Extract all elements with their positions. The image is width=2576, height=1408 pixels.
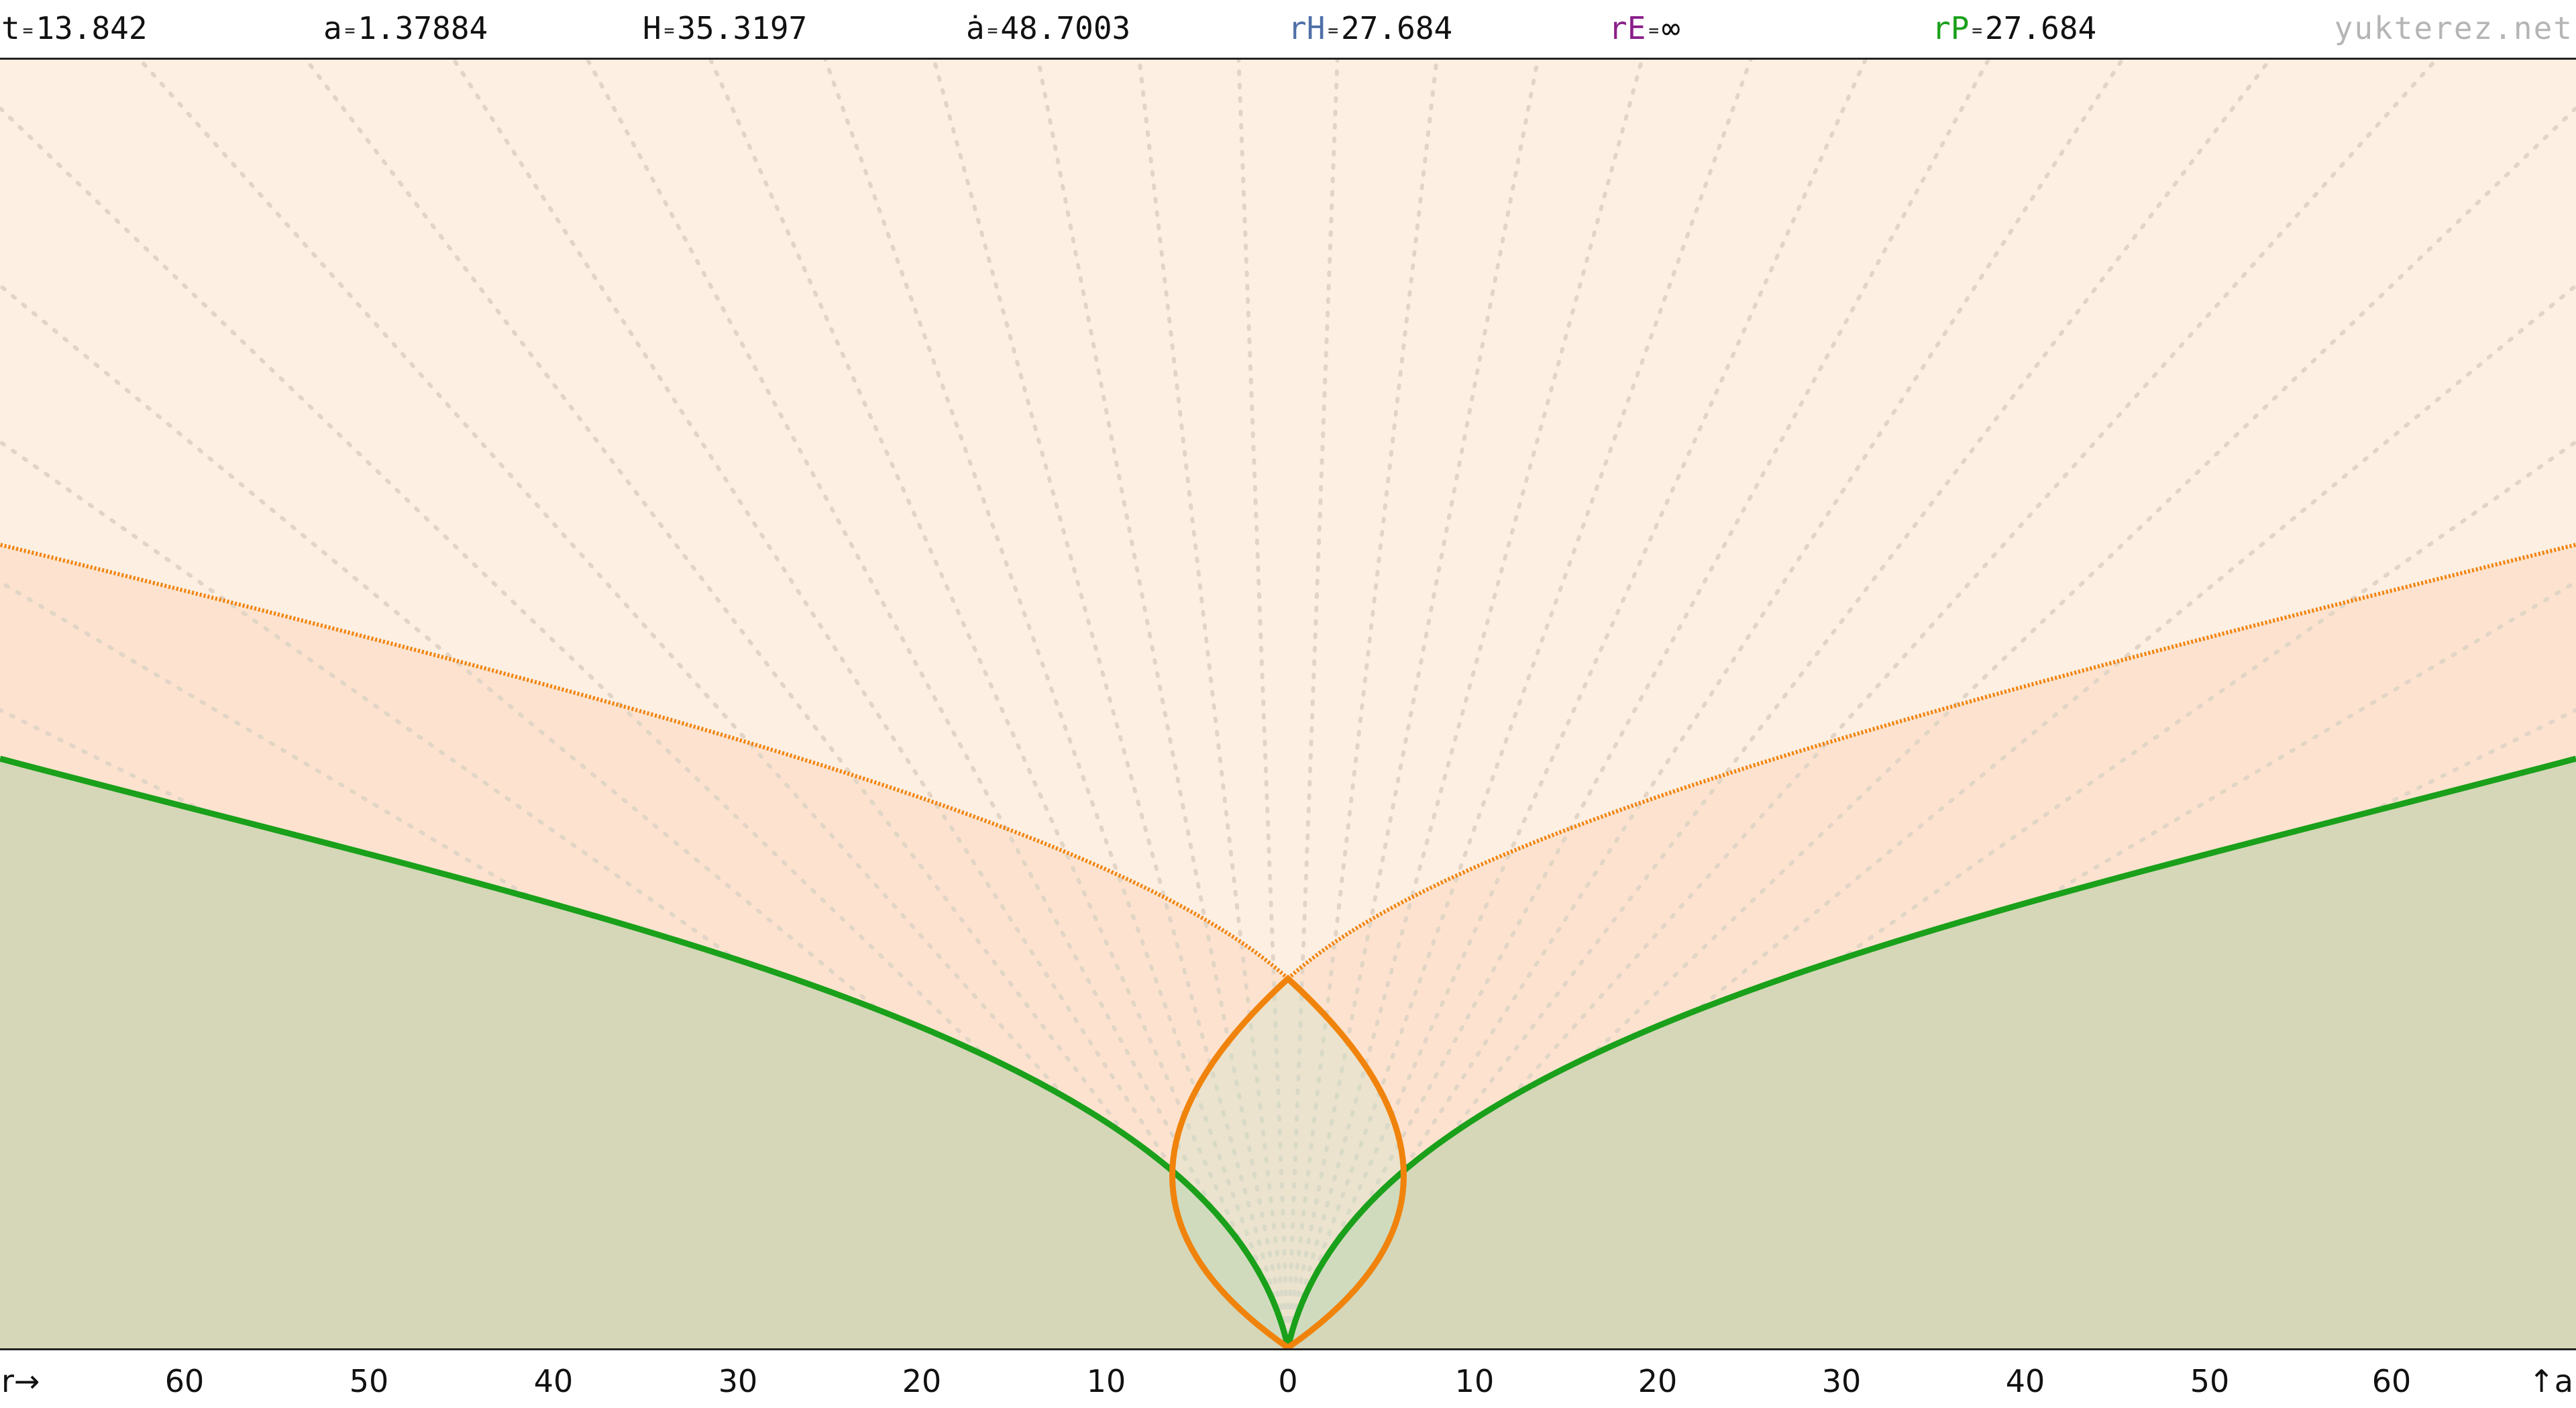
- scale-factor-readout: a =1.37884: [323, 8, 488, 51]
- time-value: 13.842: [36, 10, 148, 46]
- tick-label: 50: [349, 1363, 389, 1399]
- hubble-readout: H =35.3197: [643, 8, 807, 51]
- equals-sign: =: [663, 20, 675, 41]
- worldline: [1036, 60, 1290, 1348]
- equals-sign: =: [22, 20, 34, 41]
- tick-label: 40: [533, 1363, 574, 1399]
- hubble-radius-symbol: rH: [1288, 10, 1326, 46]
- worldline: [585, 60, 1290, 1348]
- worldline: [1236, 60, 1290, 1348]
- worldline: [823, 60, 1290, 1348]
- tick-label: 20: [1638, 1363, 1678, 1399]
- worldline: [451, 60, 1290, 1348]
- worldline: [1286, 60, 1991, 1348]
- worldline: [303, 60, 1290, 1348]
- time-symbol: t: [1, 10, 20, 46]
- worldline: [1286, 105, 2576, 1348]
- worldline: [1286, 60, 1439, 1348]
- worldline: [1286, 60, 1753, 1348]
- tick-label: 10: [1454, 1363, 1495, 1399]
- hubble-symbol: H: [643, 10, 661, 46]
- worldline: [0, 105, 1290, 1348]
- tick-label: 60: [2371, 1363, 2412, 1399]
- expansion-rate-value: 48.7003: [1000, 10, 1131, 46]
- tick-label: 30: [718, 1363, 758, 1399]
- equals-sign: =: [1972, 20, 1983, 41]
- worldline: [708, 60, 1290, 1348]
- particle-horizon-symbol: rP: [1932, 10, 1970, 46]
- future-lightcone-dotted-curve: [0, 543, 2576, 981]
- tick-label: 10: [1086, 1363, 1126, 1399]
- past-lightcone-curve: [1169, 974, 1407, 1348]
- time-readout: t =13.842: [1, 8, 148, 51]
- equals-sign: =: [1648, 20, 1660, 41]
- scale-factor-symbol: a: [323, 10, 342, 46]
- r-axis-label: r→: [1, 1363, 40, 1399]
- particle-horizon-readout: rP =27.684: [1932, 8, 2096, 51]
- equals-sign: =: [344, 20, 356, 41]
- scale-factor-value: 1.37884: [358, 10, 488, 46]
- worldline: [1286, 60, 2439, 1348]
- worldline: [1137, 60, 1290, 1348]
- hubble-radius-value: 27.684: [1341, 10, 1453, 46]
- lightcone-diagram: [0, 60, 2576, 1348]
- event-horizon-symbol: rE: [1609, 10, 1646, 46]
- equals-sign: =: [987, 20, 998, 41]
- tick-label: 30: [1821, 1363, 1862, 1399]
- expansion-rate-symbol: ȧ: [966, 10, 985, 46]
- event-horizon-readout: rE =∞: [1609, 8, 1680, 51]
- worldline: [1286, 60, 1340, 1348]
- worldline: [1286, 60, 2273, 1348]
- worldline: [137, 60, 1290, 1348]
- tick-label: 40: [2005, 1363, 2045, 1399]
- worldline: [1286, 60, 2125, 1348]
- top-status-bar: t =13.842 a =1.37884 H =35.3197 ȧ =48.7003 r…: [0, 0, 2576, 60]
- tick-label-center: 0: [1278, 1363, 1298, 1399]
- particle-horizon-value: 27.684: [1985, 10, 2097, 46]
- expansion-rate-readout: ȧ =48.7003: [966, 8, 1130, 51]
- tick-label: 60: [164, 1363, 205, 1399]
- worldline: [1286, 60, 1540, 1348]
- hubble-value: 35.3197: [677, 10, 808, 46]
- site-watermark: yukterez.net: [2334, 10, 2573, 46]
- r-axis: r→ 60 50 40 30 20 10 0 10 20 30 40 50 60…: [0, 1348, 2576, 1408]
- event-horizon-value: ∞: [1662, 10, 1680, 46]
- tick-label: 50: [2190, 1363, 2230, 1399]
- hubble-radius-readout: rH =27.684: [1288, 8, 1452, 51]
- tick-label: 20: [902, 1363, 942, 1399]
- equals-sign: =: [1328, 20, 1339, 41]
- worldline: [1286, 60, 1868, 1348]
- a-axis-label: ↑a: [2528, 1363, 2573, 1399]
- particle-horizon-region: [0, 759, 2576, 1348]
- lightcone-lens-region: [1172, 979, 1404, 1348]
